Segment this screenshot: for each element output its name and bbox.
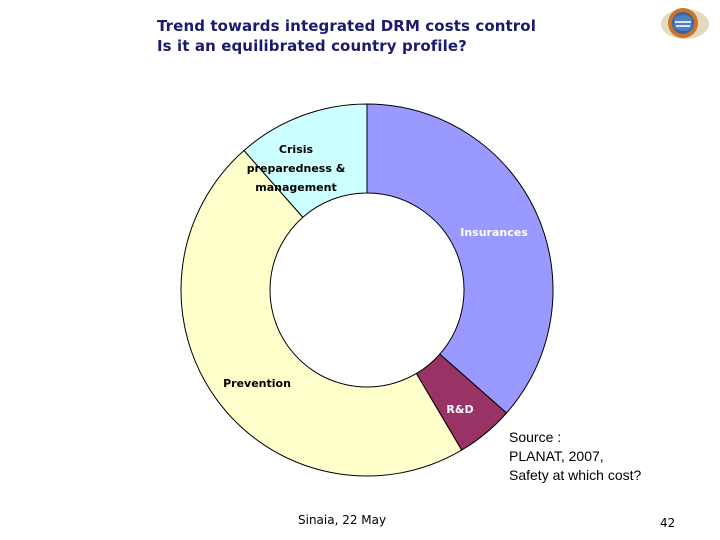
footer-location-date: Sinaia, 22 May (298, 513, 387, 527)
conference-logo-icon (661, 8, 709, 39)
donut-slice-insurances (366, 103, 554, 414)
slide-title-line-1: Trend towards integrated DRM costs contr… (157, 17, 536, 35)
slice-label-crisis-preparedness-management: Crisis preparedness & management (247, 143, 346, 194)
source-note: Source : PLANAT, 2007, Safety at which c… (509, 428, 709, 485)
slide-title-line-2: Is it an equilibrated country profile? (157, 37, 467, 55)
donut-slice-prevention (180, 149, 463, 477)
source-line-3: Safety at which cost? (509, 467, 642, 483)
source-line-2: PLANAT, 2007, (509, 448, 604, 464)
donut-slice-crisis-preparedness-management (243, 103, 368, 218)
page-number: 42 (660, 516, 676, 530)
slide-title: Trend towards integrated DRM costs contr… (157, 16, 617, 56)
slice-label-r-d: R&D (446, 403, 473, 416)
slice-label-insurances: Insurances (460, 226, 528, 239)
source-line-1: Source : (509, 429, 562, 445)
slice-label-prevention: Prevention (223, 377, 291, 390)
